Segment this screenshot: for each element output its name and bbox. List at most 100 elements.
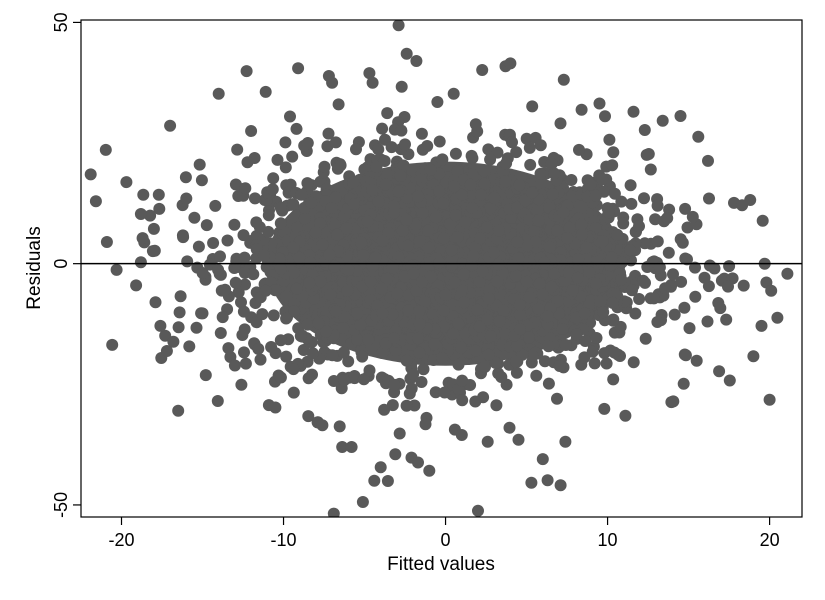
dense-point bbox=[523, 331, 535, 344]
dense-point bbox=[412, 332, 425, 345]
dense-point bbox=[523, 213, 536, 226]
x-tick-label: 0 bbox=[441, 530, 451, 550]
data-point bbox=[134, 256, 147, 269]
dense-point bbox=[523, 291, 536, 304]
dense-point bbox=[137, 188, 150, 201]
dense-point bbox=[510, 355, 522, 368]
dense-point bbox=[659, 282, 672, 295]
dense-point bbox=[274, 371, 287, 384]
data-point bbox=[536, 453, 549, 466]
dense-point bbox=[288, 297, 301, 309]
data-point bbox=[559, 435, 572, 448]
dense-point bbox=[212, 263, 225, 276]
data-point bbox=[180, 192, 193, 205]
dense-point bbox=[469, 118, 482, 131]
data-point bbox=[554, 479, 567, 492]
dense-point bbox=[689, 290, 702, 303]
dense-point bbox=[667, 268, 679, 281]
dense-point bbox=[482, 348, 495, 361]
dense-point bbox=[588, 357, 601, 370]
dense-point bbox=[239, 182, 252, 195]
dense-point bbox=[456, 374, 469, 387]
dense-point bbox=[602, 206, 615, 219]
dense-point bbox=[428, 338, 441, 351]
dense-point bbox=[364, 275, 377, 288]
dense-point bbox=[546, 188, 559, 201]
dense-point bbox=[520, 275, 533, 288]
data-point bbox=[164, 119, 177, 132]
data-point bbox=[400, 47, 413, 60]
dense-point bbox=[181, 255, 194, 268]
dense-point bbox=[350, 143, 362, 156]
dense-point bbox=[236, 329, 249, 341]
dense-point bbox=[407, 368, 420, 381]
dense-point bbox=[510, 339, 523, 352]
dense-point bbox=[288, 266, 301, 279]
dense-point bbox=[257, 249, 270, 262]
data-point bbox=[292, 62, 305, 75]
dense-point bbox=[376, 234, 389, 247]
dense-point bbox=[288, 305, 301, 318]
dense-point bbox=[510, 146, 523, 159]
dense-point bbox=[611, 228, 624, 241]
x-tick-label: 20 bbox=[760, 530, 780, 550]
dense-point bbox=[216, 311, 229, 324]
data-point bbox=[316, 419, 329, 432]
dense-point bbox=[419, 418, 432, 431]
data-point bbox=[149, 296, 162, 309]
dense-point bbox=[542, 340, 555, 353]
dense-point bbox=[298, 212, 311, 225]
dense-point bbox=[437, 304, 450, 317]
dense-point bbox=[279, 136, 292, 149]
dense-point bbox=[629, 307, 642, 320]
dense-point bbox=[526, 100, 539, 113]
dense-point bbox=[510, 366, 523, 379]
data-point bbox=[326, 76, 339, 89]
dense-point bbox=[237, 305, 250, 318]
dense-point bbox=[651, 316, 664, 328]
dense-point bbox=[266, 183, 279, 196]
dense-point bbox=[607, 146, 620, 159]
dense-point bbox=[561, 232, 574, 245]
dense-point bbox=[396, 224, 409, 237]
dense-point bbox=[484, 330, 497, 343]
dense-point bbox=[338, 374, 351, 387]
dense-point bbox=[703, 192, 715, 205]
data-point bbox=[368, 474, 381, 487]
dense-point bbox=[481, 221, 493, 234]
dense-point bbox=[259, 284, 272, 297]
dense-point bbox=[400, 399, 413, 412]
dense-point bbox=[489, 356, 502, 369]
dense-point bbox=[542, 377, 555, 390]
dense-point bbox=[193, 158, 206, 171]
dense-point bbox=[639, 332, 652, 345]
data-point bbox=[765, 284, 778, 297]
dense-point bbox=[563, 221, 576, 234]
dense-point bbox=[548, 167, 561, 180]
dense-point bbox=[415, 127, 428, 140]
data-point bbox=[781, 267, 794, 280]
dense-point bbox=[491, 275, 504, 288]
dense-point bbox=[391, 287, 404, 300]
dense-point bbox=[511, 236, 524, 249]
data-point bbox=[199, 369, 212, 382]
dense-point bbox=[395, 80, 408, 93]
dense-point bbox=[362, 333, 375, 346]
dense-point bbox=[484, 201, 497, 214]
data-point bbox=[389, 448, 402, 461]
dense-point bbox=[681, 253, 693, 266]
dense-point bbox=[722, 280, 734, 293]
data-point bbox=[392, 20, 405, 32]
data-point bbox=[212, 87, 225, 100]
data-point bbox=[269, 401, 282, 414]
dense-point bbox=[638, 237, 651, 250]
dense-point bbox=[341, 284, 354, 297]
dense-point bbox=[159, 329, 172, 342]
data-point bbox=[332, 98, 345, 111]
dense-point bbox=[235, 296, 247, 309]
dense-point bbox=[309, 226, 322, 239]
dense-point bbox=[412, 190, 425, 203]
dense-point bbox=[723, 374, 736, 387]
dense-point bbox=[490, 399, 503, 412]
dense-point bbox=[449, 147, 462, 160]
